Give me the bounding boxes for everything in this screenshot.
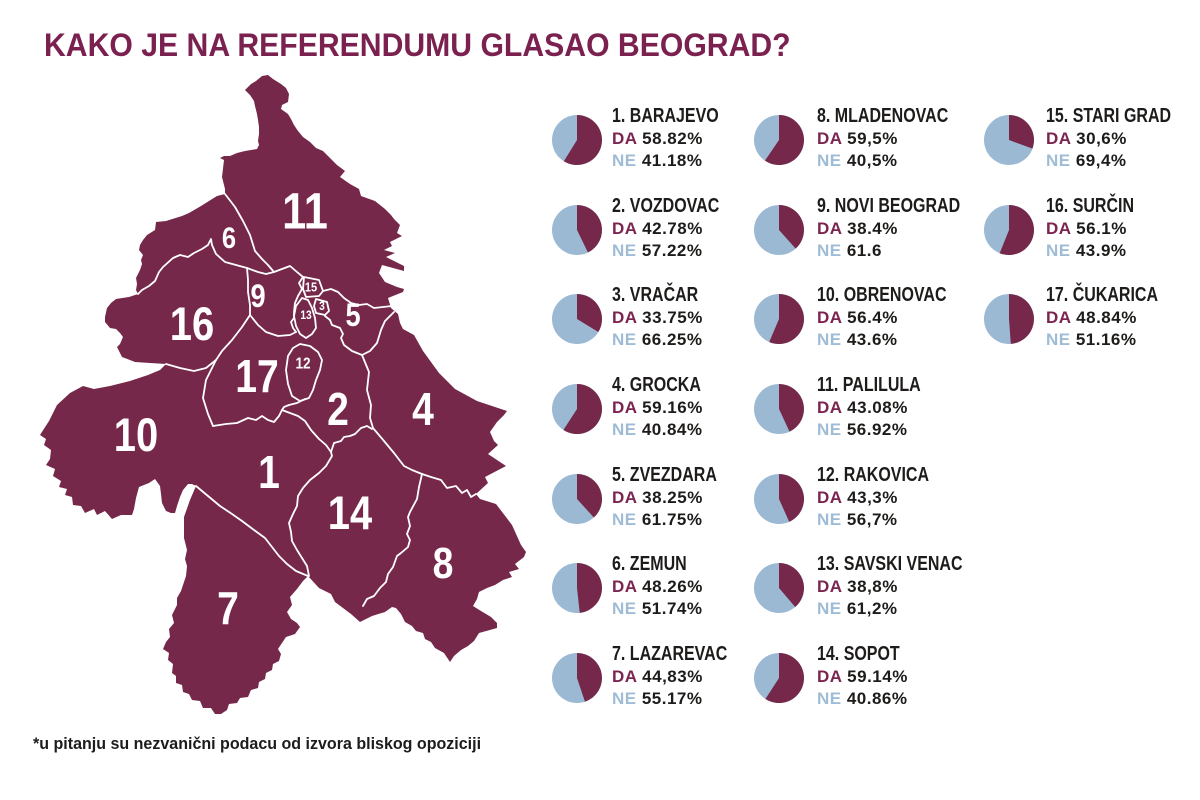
- svg-text:8: 8: [433, 538, 454, 588]
- svg-text:7: 7: [217, 583, 239, 635]
- svg-text:1: 1: [258, 447, 280, 499]
- svg-text:11: 11: [282, 183, 328, 240]
- svg-text:14: 14: [328, 488, 373, 540]
- svg-text:4: 4: [412, 384, 434, 436]
- svg-text:17: 17: [235, 351, 278, 403]
- svg-text:10: 10: [114, 410, 158, 462]
- svg-text:2: 2: [327, 384, 349, 436]
- svg-text:12: 12: [295, 355, 310, 372]
- svg-text:3: 3: [319, 301, 325, 314]
- svg-text:15: 15: [305, 279, 318, 294]
- svg-text:9: 9: [250, 279, 265, 315]
- svg-text:13: 13: [300, 310, 311, 323]
- svg-text:6: 6: [222, 221, 236, 254]
- svg-text:16: 16: [170, 299, 214, 351]
- svg-text:5: 5: [345, 298, 360, 334]
